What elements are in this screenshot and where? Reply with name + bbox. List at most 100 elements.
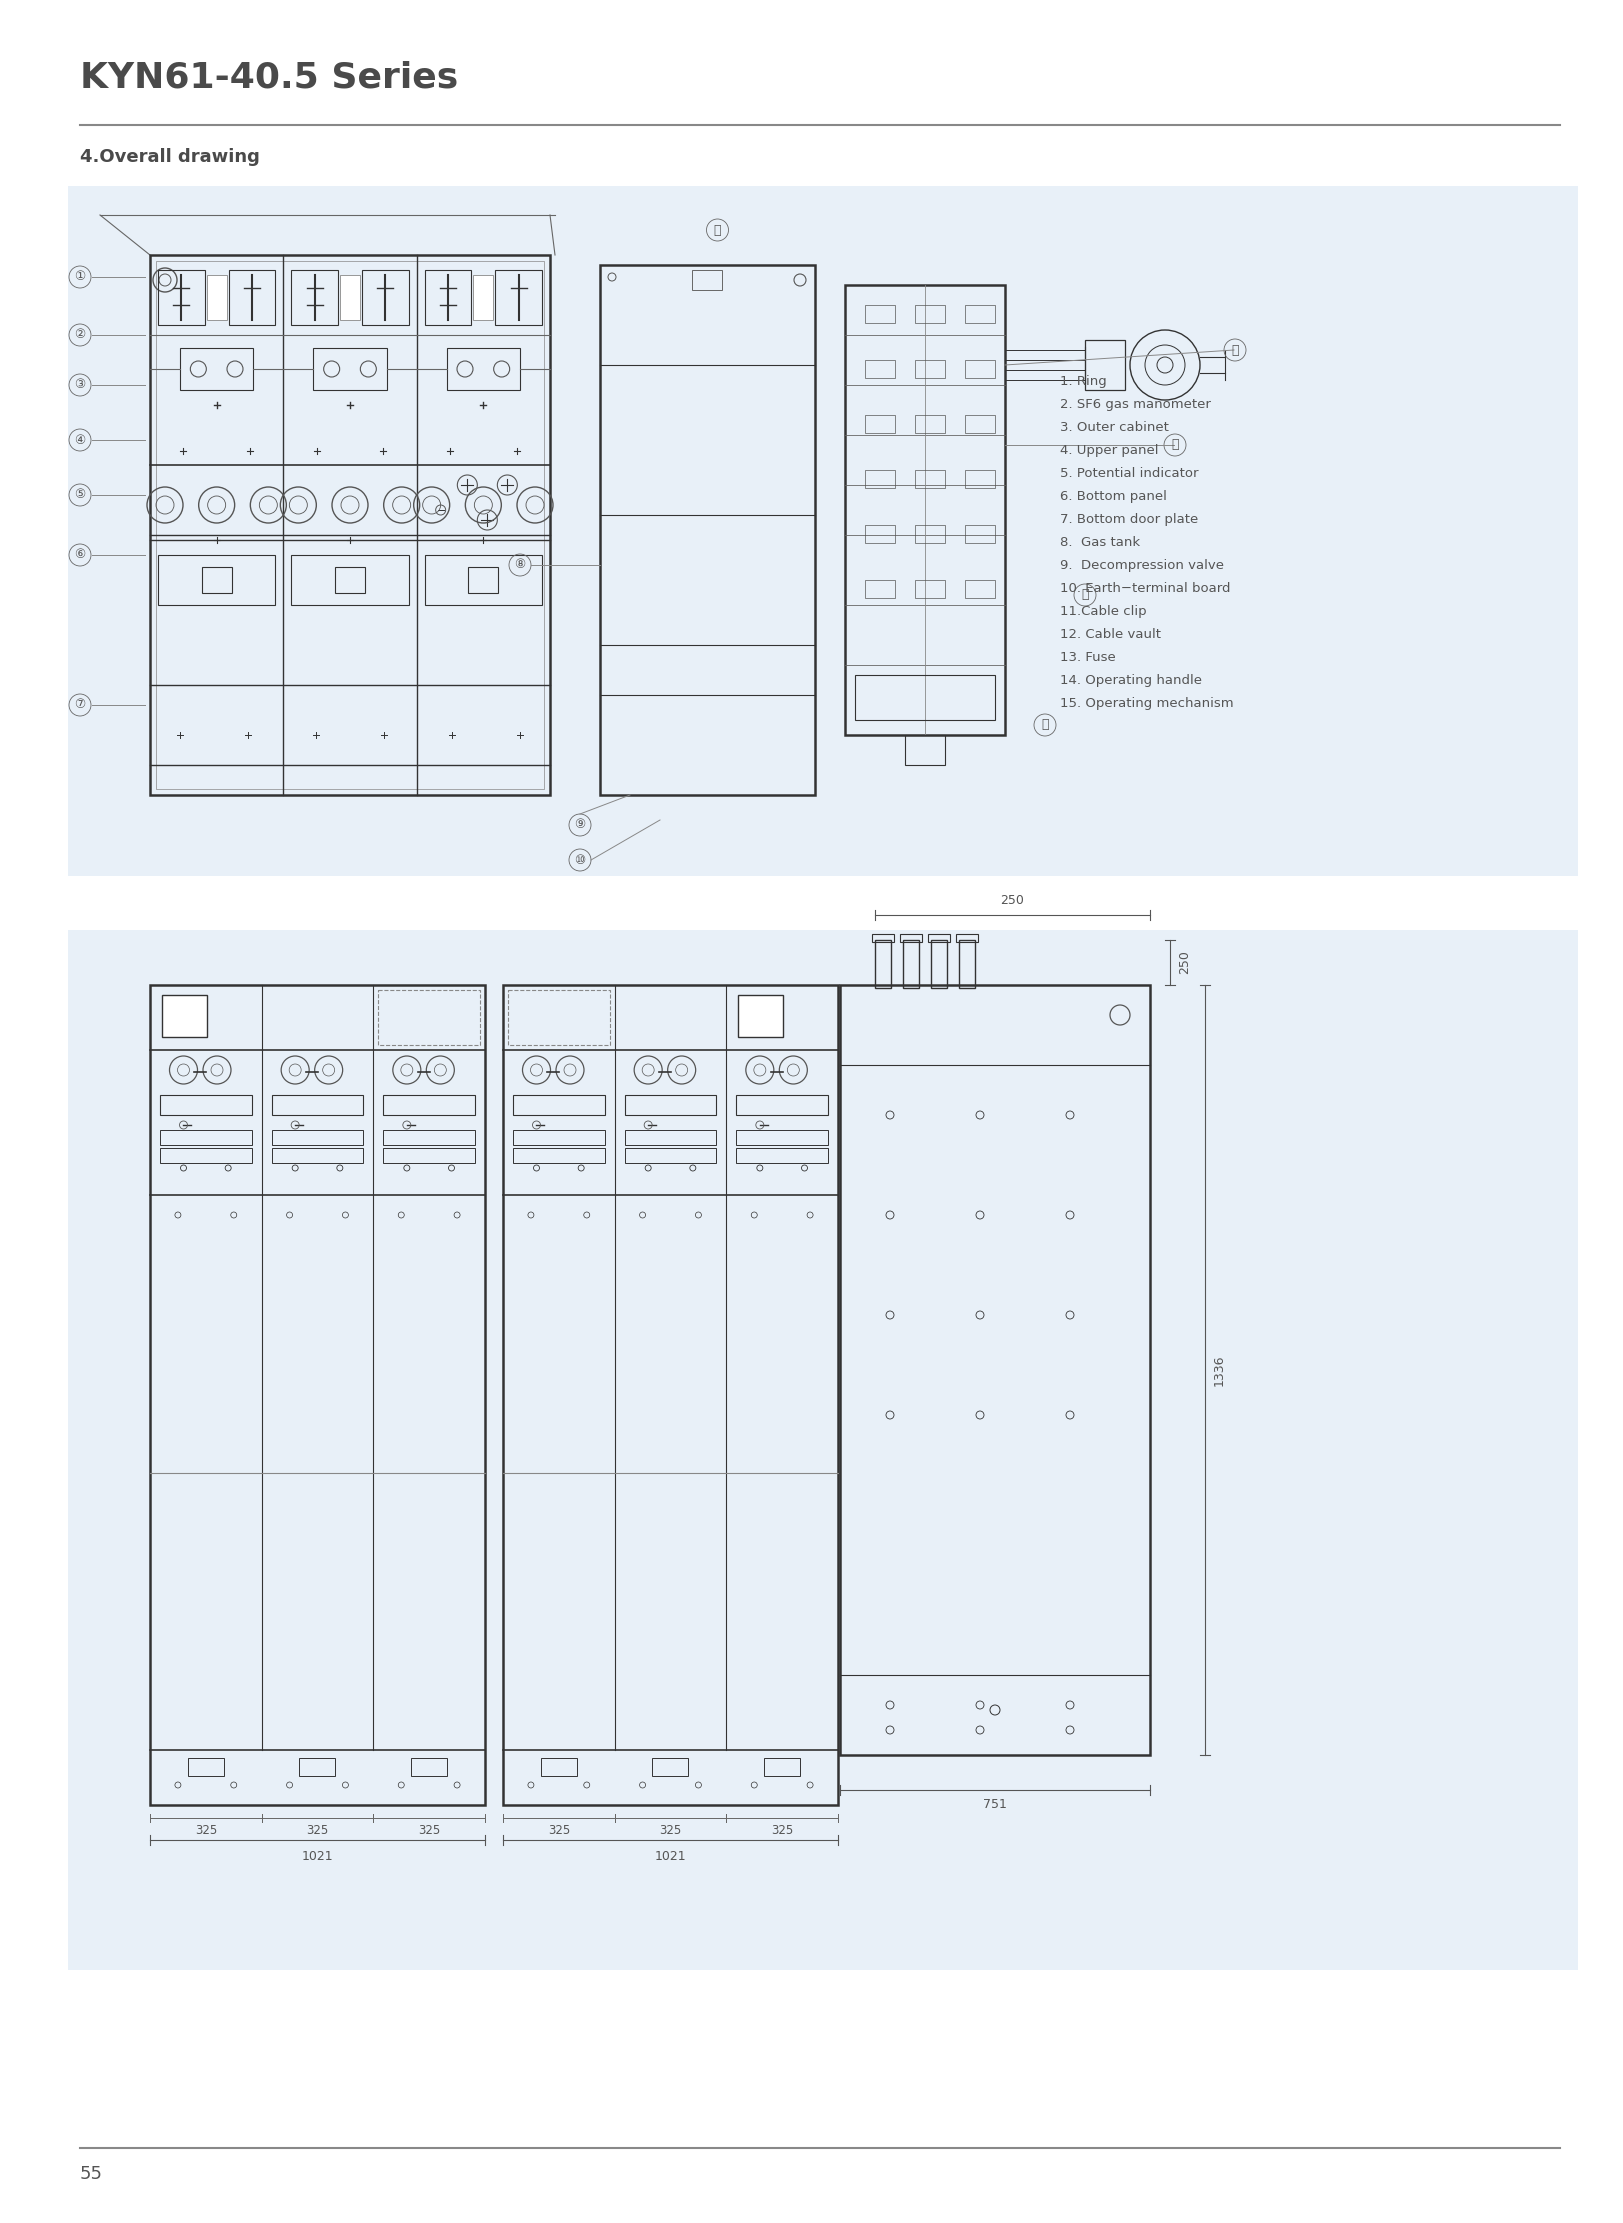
Text: ①: ① — [75, 271, 86, 285]
Bar — [964, 525, 995, 542]
Bar — [854, 676, 995, 720]
Bar — [513, 1096, 604, 1116]
Text: 325: 325 — [195, 1825, 217, 1836]
Bar — [540, 1758, 576, 1776]
Text: 10. Earth−terminal board: 10. Earth−terminal board — [1060, 582, 1230, 596]
Bar — [508, 989, 609, 1045]
Text: ⑦: ⑦ — [75, 698, 86, 711]
Bar — [378, 989, 480, 1045]
Bar — [865, 416, 894, 433]
Bar — [959, 940, 974, 987]
Text: ④: ④ — [75, 433, 86, 447]
Text: 1021: 1021 — [302, 1850, 333, 1863]
Text: ⑫: ⑫ — [1081, 589, 1087, 602]
Bar — [201, 567, 232, 594]
Bar — [362, 269, 409, 325]
Text: 325: 325 — [417, 1825, 440, 1836]
Bar — [291, 269, 338, 325]
Bar — [914, 360, 945, 378]
Bar — [180, 349, 253, 389]
Bar — [161, 1147, 252, 1163]
Text: ⑤: ⑤ — [75, 489, 86, 502]
Bar — [161, 1129, 252, 1145]
Text: 4. Upper panel: 4. Upper panel — [1060, 445, 1157, 458]
Text: 325: 325 — [307, 1825, 328, 1836]
Bar — [875, 940, 891, 987]
Bar — [865, 580, 894, 598]
Text: 1021: 1021 — [654, 1850, 687, 1863]
Bar — [161, 1096, 252, 1116]
Text: 1. Ring: 1. Ring — [1060, 376, 1105, 389]
Text: ⑥: ⑥ — [75, 549, 86, 562]
Bar — [865, 305, 894, 322]
Bar — [495, 269, 542, 325]
Bar — [472, 276, 493, 320]
Bar — [271, 1129, 364, 1145]
Bar — [424, 556, 542, 605]
Text: 55: 55 — [80, 2165, 102, 2183]
Bar — [68, 187, 1578, 876]
Bar — [625, 1096, 716, 1116]
Bar — [738, 996, 782, 1036]
Bar — [424, 269, 471, 325]
Bar — [291, 556, 409, 605]
Text: 11.Cable clip: 11.Cable clip — [1060, 605, 1146, 618]
Text: 250: 250 — [1177, 951, 1190, 974]
Bar — [271, 1147, 364, 1163]
Bar — [383, 1147, 474, 1163]
Bar — [383, 1096, 474, 1116]
Bar — [904, 736, 945, 765]
Text: 5. Potential indicator: 5. Potential indicator — [1060, 467, 1198, 480]
Bar — [156, 260, 544, 789]
Bar — [68, 929, 1578, 1970]
Bar — [914, 416, 945, 433]
Bar — [157, 269, 204, 325]
Bar — [691, 269, 722, 289]
Bar — [964, 305, 995, 322]
Bar — [188, 1758, 224, 1776]
Bar — [927, 934, 949, 943]
Text: 3. Outer cabinet: 3. Outer cabinet — [1060, 420, 1169, 433]
Text: 6. Bottom panel: 6. Bottom panel — [1060, 489, 1167, 502]
Bar — [865, 469, 894, 489]
Bar — [914, 525, 945, 542]
Bar — [383, 1129, 474, 1145]
Text: 325: 325 — [547, 1825, 570, 1836]
Bar — [513, 1147, 604, 1163]
Bar — [964, 580, 995, 598]
Bar — [503, 985, 837, 1805]
Bar — [446, 349, 519, 389]
Bar — [625, 1129, 716, 1145]
Bar — [599, 265, 815, 796]
Bar — [914, 305, 945, 322]
Bar — [839, 985, 1149, 1754]
Bar — [467, 567, 498, 594]
Text: 1336: 1336 — [1212, 1354, 1225, 1385]
Bar — [844, 285, 1005, 736]
Bar — [229, 269, 276, 325]
Bar — [930, 940, 946, 987]
Bar — [964, 469, 995, 489]
Text: 8.  Gas tank: 8. Gas tank — [1060, 536, 1139, 549]
Text: 325: 325 — [659, 1825, 682, 1836]
Text: ⑧: ⑧ — [514, 558, 526, 571]
Bar — [735, 1147, 828, 1163]
Bar — [914, 580, 945, 598]
Bar — [865, 525, 894, 542]
Bar — [956, 934, 977, 943]
Text: 2. SF6 gas manometer: 2. SF6 gas manometer — [1060, 398, 1211, 411]
Text: 751: 751 — [982, 1798, 1006, 1812]
Text: 15. Operating mechanism: 15. Operating mechanism — [1060, 698, 1233, 709]
Bar — [899, 934, 922, 943]
Bar — [206, 276, 227, 320]
Text: 250: 250 — [1000, 894, 1024, 907]
Bar — [1084, 340, 1125, 389]
Text: 12. Cable vault: 12. Cable vault — [1060, 629, 1160, 640]
Text: ⑭: ⑭ — [1230, 345, 1238, 356]
Bar — [411, 1758, 446, 1776]
Text: ③: ③ — [75, 378, 86, 391]
Bar — [149, 256, 550, 796]
Bar — [735, 1129, 828, 1145]
Text: 325: 325 — [771, 1825, 792, 1836]
Bar — [271, 1096, 364, 1116]
